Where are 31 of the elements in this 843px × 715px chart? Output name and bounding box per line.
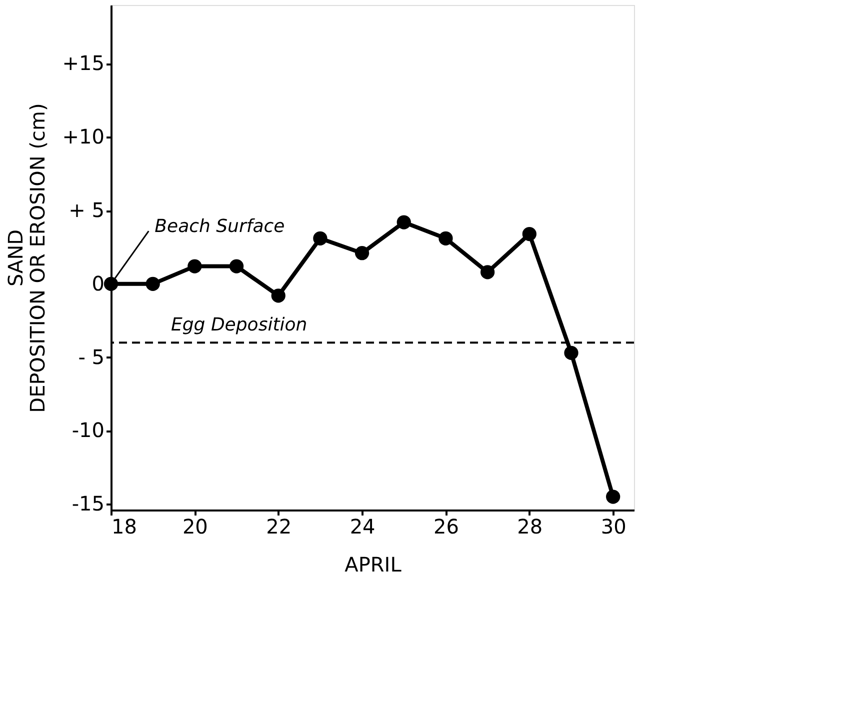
point (271, 288, 286, 303)
point (606, 490, 620, 504)
point (313, 231, 328, 246)
point (104, 276, 118, 291)
point (188, 259, 202, 274)
annotation: Beach Surface (154, 216, 285, 238)
point (438, 231, 453, 246)
y-tick-label: +10 (62, 124, 104, 149)
x-tick-label: 20 (182, 514, 208, 538)
x-tick-label: 22 (266, 514, 292, 538)
x-tick-label: 24 (350, 514, 376, 538)
y-tick-label: +15 (62, 51, 104, 76)
y-tick-label: 0 (92, 271, 104, 296)
y-tick-label: -10 (72, 418, 104, 442)
x-tick-label: 18 (112, 514, 137, 538)
x-tick-label: 26 (433, 514, 459, 538)
point (480, 265, 495, 280)
point (229, 259, 244, 274)
point (146, 276, 160, 291)
ref-line-label: Egg Deposition (171, 314, 308, 336)
y-tick-label: -15 (72, 492, 104, 516)
x-tick-label: 28 (517, 514, 543, 538)
y-axis-title: SAND DEPOSITION OR EROSION (cm) (3, 103, 50, 413)
point (396, 215, 411, 230)
y-tick-label: + 5 (68, 198, 104, 222)
point (522, 226, 536, 242)
point (564, 346, 578, 360)
point (354, 246, 370, 260)
x-axis-title: APRIL (344, 552, 402, 576)
x-tick-label: 30 (600, 514, 626, 538)
y-tick-label: - 5 (78, 344, 104, 369)
